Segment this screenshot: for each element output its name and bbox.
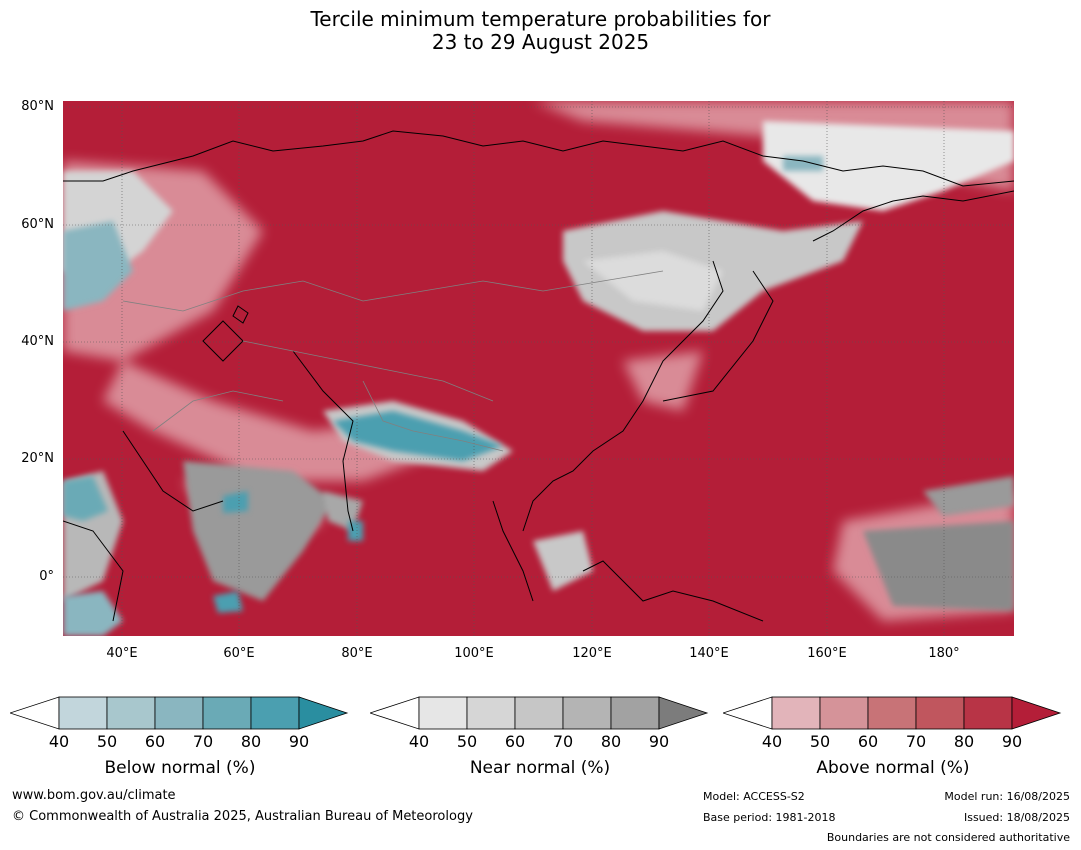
map-title: Tercile minimum temperature probabilitie… [0, 8, 1081, 54]
below-bin-40 [58, 696, 108, 730]
lat-label-40n: 40°N [21, 334, 54, 349]
near-tick-70: 70 [552, 732, 574, 751]
lon-label-180: 180° [928, 646, 960, 661]
above-tick-80: 80 [953, 732, 975, 751]
above-bin-40 [771, 696, 821, 730]
above-tick-40: 40 [761, 732, 783, 751]
near-tick-60: 60 [504, 732, 526, 751]
above-bin-60 [867, 696, 917, 730]
boundaries-disclaimer: Boundaries are not considered authoritat… [826, 831, 1070, 844]
above-bin-50 [819, 696, 869, 730]
copyright-text: © Commonwealth of Australia 2025, Austra… [12, 809, 473, 824]
lon-label-60e: 60°E [223, 646, 255, 661]
near-bin-40 [418, 696, 468, 730]
near-lower-extension [370, 696, 420, 730]
lon-label-40e: 40°E [106, 646, 138, 661]
lat-label-80n: 80°N [21, 99, 54, 114]
lon-label-120e: 120°E [572, 646, 612, 661]
below-tick-40: 40 [48, 732, 70, 751]
near-tick-50: 50 [456, 732, 478, 751]
below-tick-50: 50 [96, 732, 118, 751]
model-run-text: Model run: 16/08/2025 [944, 790, 1070, 803]
above-bin-80 [963, 696, 1013, 730]
below-tick-80: 80 [240, 732, 262, 751]
below-normal-colorbar [10, 696, 349, 730]
near-upper-extension [658, 696, 709, 730]
above-bin-70 [915, 696, 965, 730]
near-bin-50 [466, 696, 516, 730]
near-normal-zones [63, 121, 1014, 611]
below-tick-70: 70 [192, 732, 214, 751]
above-tick-70: 70 [905, 732, 927, 751]
below-lower-extension [10, 696, 60, 730]
above-normal-colorbar [723, 696, 1062, 730]
below-tick-90: 90 [288, 732, 310, 751]
near-bin-60 [514, 696, 564, 730]
below-bin-50 [106, 696, 156, 730]
lon-label-100e: 100°E [454, 646, 494, 661]
lon-label-140e: 140°E [689, 646, 729, 661]
near-tick-80: 80 [600, 732, 622, 751]
near-tick-40: 40 [408, 732, 430, 751]
map-svg [63, 101, 1014, 636]
lat-label-60n: 60°N [21, 217, 54, 232]
below-bin-80 [250, 696, 300, 730]
near-normal-title: Near normal (%) [469, 758, 611, 778]
near-bin-80 [610, 696, 660, 730]
above-upper-extension [1011, 696, 1062, 730]
above-lower-extension [723, 696, 773, 730]
country-borders [122, 270, 664, 452]
lat-label-20n: 20°N [21, 451, 54, 466]
near-bin-70 [562, 696, 612, 730]
below-upper-extension [298, 696, 349, 730]
above-tick-50: 50 [809, 732, 831, 751]
near-normal-colorbar [370, 696, 709, 730]
coastlines [63, 130, 1014, 622]
issued-text: Issued: 18/08/2025 [963, 811, 1070, 824]
near-tick-90: 90 [648, 732, 670, 751]
title-line-1: Tercile minimum temperature probabilitie… [310, 7, 771, 31]
above-tick-90: 90 [1001, 732, 1023, 751]
above-normal-title: Above normal (%) [816, 758, 970, 778]
lon-label-80e: 80°E [341, 646, 373, 661]
below-bin-60 [154, 696, 204, 730]
below-tick-60: 60 [144, 732, 166, 751]
title-line-2: 23 to 29 August 2025 [431, 30, 650, 54]
graticule [63, 101, 1014, 636]
probability-map [63, 101, 1014, 636]
lon-label-160e: 160°E [807, 646, 847, 661]
above-tick-60: 60 [857, 732, 879, 751]
model-text: Model: ACCESS-S2 [703, 790, 805, 803]
below-normal-zones [63, 156, 823, 636]
below-normal-title: Below normal (%) [104, 758, 256, 778]
lat-label-0: 0° [39, 569, 54, 584]
base-period-text: Base period: 1981-2018 [703, 811, 836, 824]
website-link[interactable]: www.bom.gov.au/climate [12, 788, 176, 803]
below-bin-70 [202, 696, 252, 730]
